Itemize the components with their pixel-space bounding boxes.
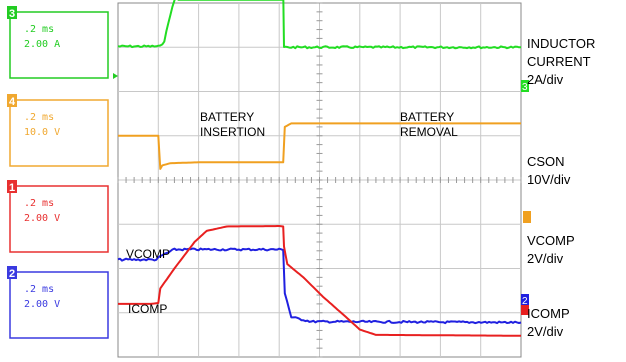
- channel-box-4: [9, 99, 109, 167]
- channel-number-2: 2: [9, 268, 15, 280]
- channel-timebase-1: .2 ms: [24, 198, 54, 209]
- channel-badge-2: [7, 266, 17, 279]
- channel-scale-1: 2.00 V: [24, 213, 60, 224]
- ch4-marker-right: [523, 211, 531, 223]
- right-label-inductor-current-line-0: INDUCTOR: [527, 36, 595, 51]
- channel-boxes: 3 .2 ms 2.00 A 4 .2 ms 10.0 V 1 .2 ms 2.00 V 2 .2 …: [7, 6, 109, 339]
- ch2-marker-right: [521, 294, 529, 306]
- channel-number-3: 3: [9, 8, 15, 20]
- channel-timebase-2: .2 ms: [24, 284, 54, 295]
- annotation-vcomp-line-0: VCOMP: [126, 247, 170, 261]
- right-label-cson-line-1: 10V/div: [527, 172, 571, 187]
- right-label-vcomp-scale-line-0: VCOMP: [527, 233, 575, 248]
- channel-box-1: [9, 185, 109, 253]
- annotation-icomp-line-0: ICOMP: [128, 302, 167, 316]
- trace-cson: [118, 122, 521, 170]
- channel-number-4: 4: [9, 96, 16, 108]
- annotation-battery-insertion-line-1: INSERTION: [200, 125, 265, 139]
- channel-scale-4: 10.0 V: [24, 127, 60, 138]
- channel-badge-4: [7, 94, 17, 107]
- ch2-marker-right-label: 2: [522, 296, 528, 307]
- traces: [117, 0, 522, 337]
- ch3-marker-left: [113, 73, 118, 79]
- channel-number-1: 1: [9, 182, 15, 194]
- grid: [117, 2, 522, 358]
- channel-scale-2: 2.00 V: [24, 299, 60, 310]
- trace-icomp: [118, 225, 522, 337]
- trace-vcomp: [117, 247, 522, 325]
- channel-box-3: [9, 11, 109, 79]
- trace-inductor-current: [117, 0, 521, 50]
- channel-badge-3: [7, 6, 17, 19]
- right-label-cson-line-0: CSON: [527, 154, 565, 169]
- right-label-vcomp-scale-line-1: 2V/div: [527, 251, 564, 266]
- channel-timebase-4: .2 ms: [24, 112, 54, 123]
- annotation-battery-removal-line-1: REMOVAL: [400, 125, 458, 139]
- right-label-icomp-scale-line-1: 2V/div: [527, 324, 564, 339]
- right-labels: INDUCTOR CURRENT 2A/div CSON 10V/div VCOMP 2V/…: [527, 36, 595, 339]
- right-label-inductor-current-line-1: CURRENT: [527, 54, 591, 69]
- annotation-battery-insertion-line-0: BATTERY: [200, 110, 254, 124]
- annotation-battery-removal-line-0: BATTERY: [400, 110, 454, 124]
- ch3-marker-right: [521, 80, 529, 92]
- ch3-marker-right-label: 3: [522, 82, 528, 93]
- channel-box-2: [9, 271, 109, 339]
- channel-timebase-3: .2 ms: [24, 24, 54, 35]
- channel-markers: 3 2: [113, 73, 531, 315]
- trace-band-inductor-current: [177, 0, 284, 1]
- right-label-inductor-current-line-2: 2A/div: [527, 72, 564, 87]
- ch1-marker-right: [521, 305, 529, 315]
- channel-badge-1: [7, 180, 17, 193]
- channel-scale-3: 2.00 A: [24, 39, 60, 50]
- right-label-icomp-scale-line-0: ICOMP: [527, 306, 570, 321]
